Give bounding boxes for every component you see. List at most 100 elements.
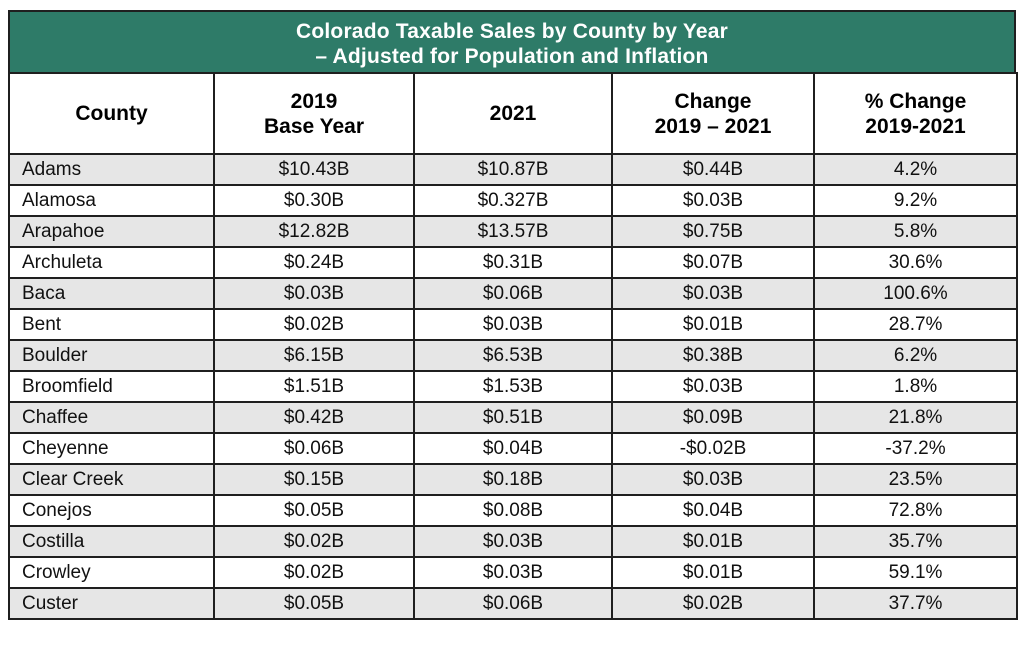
change-cell: $0.07B: [611, 246, 815, 279]
header-change-line-1: Change: [674, 89, 752, 113]
table-row: Alamosa $0.30B $0.327B $0.03B 9.2%: [8, 184, 1018, 217]
county-cell: Broomfield: [8, 370, 215, 403]
value-2021-cell: $10.87B: [413, 153, 613, 186]
header-2019-line-2: Base Year: [263, 114, 365, 138]
percent-change-cell: 1.8%: [813, 370, 1018, 403]
table-row: Baca $0.03B $0.06B $0.03B 100.6%: [8, 277, 1018, 310]
percent-change-cell: 59.1%: [813, 556, 1018, 589]
table-title-line-2: – Adjusted for Population and Inflation: [315, 45, 709, 68]
value-2021-cell: $0.03B: [413, 556, 613, 589]
header-change: Change 2019 – 2021: [611, 72, 815, 155]
table-row: Costilla $0.02B $0.03B $0.01B 35.7%: [8, 525, 1018, 558]
change-cell: $0.09B: [611, 401, 815, 434]
table-row: Adams $10.43B $10.87B $0.44B 4.2%: [8, 153, 1018, 186]
table-row: Crowley $0.02B $0.03B $0.01B 59.1%: [8, 556, 1018, 589]
percent-change-cell: 9.2%: [813, 184, 1018, 217]
base-2019-cell: $0.42B: [213, 401, 415, 434]
base-2019-cell: $1.51B: [213, 370, 415, 403]
county-sales-table-container: Colorado Taxable Sales by County by Year…: [8, 10, 1018, 620]
header-change-line-2: 2019 – 2021: [654, 114, 772, 138]
change-cell: $0.38B: [611, 339, 815, 372]
base-2019-cell: $6.15B: [213, 339, 415, 372]
table-row: Conejos $0.05B $0.08B $0.04B 72.8%: [8, 494, 1018, 527]
base-2019-cell: $0.02B: [213, 308, 415, 341]
percent-change-cell: 28.7%: [813, 308, 1018, 341]
county-cell: Adams: [8, 153, 215, 186]
percent-change-cell: 37.7%: [813, 587, 1018, 620]
table-body: Adams $10.43B $10.87B $0.44B 4.2% Alamosa $0.3…: [8, 153, 1018, 620]
header-2019: 2019 Base Year: [213, 72, 415, 155]
county-cell: Alamosa: [8, 184, 215, 217]
header-2021: 2021: [413, 72, 613, 155]
header-county-line-1: County: [75, 102, 148, 125]
table-row: Custer $0.05B $0.06B $0.02B 37.7%: [8, 587, 1018, 620]
table-title: Colorado Taxable Sales by County by Year…: [8, 10, 1016, 72]
county-cell: Arapahoe: [8, 215, 215, 248]
value-2021-cell: $0.04B: [413, 432, 613, 465]
change-cell: $0.01B: [611, 556, 815, 589]
table-row: Bent $0.02B $0.03B $0.01B 28.7%: [8, 308, 1018, 341]
county-cell: Boulder: [8, 339, 215, 372]
table-row: Boulder $6.15B $6.53B $0.38B 6.2%: [8, 339, 1018, 372]
header-2019-line-1: 2019: [290, 89, 338, 113]
percent-change-cell: -37.2%: [813, 432, 1018, 465]
change-cell: $0.01B: [611, 308, 815, 341]
value-2021-cell: $0.51B: [413, 401, 613, 434]
value-2021-cell: $0.03B: [413, 308, 613, 341]
base-2019-cell: $0.24B: [213, 246, 415, 279]
change-cell: -$0.02B: [611, 432, 815, 465]
change-cell: $0.01B: [611, 525, 815, 558]
table-row: Archuleta $0.24B $0.31B $0.07B 30.6%: [8, 246, 1018, 279]
base-2019-cell: $0.06B: [213, 432, 415, 465]
base-2019-cell: $0.02B: [213, 556, 415, 589]
county-cell: Archuleta: [8, 246, 215, 279]
value-2021-cell: $0.31B: [413, 246, 613, 279]
change-cell: $0.03B: [611, 184, 815, 217]
change-cell: $0.03B: [611, 463, 815, 496]
change-cell: $0.03B: [611, 370, 815, 403]
value-2021-cell: $13.57B: [413, 215, 613, 248]
value-2021-cell: $0.06B: [413, 587, 613, 620]
table-row: Clear Creek $0.15B $0.18B $0.03B 23.5%: [8, 463, 1018, 496]
value-2021-cell: $6.53B: [413, 339, 613, 372]
change-cell: $0.04B: [611, 494, 815, 527]
header-county: County: [8, 72, 215, 155]
table-row: Broomfield $1.51B $1.53B $0.03B 1.8%: [8, 370, 1018, 403]
county-cell: Bent: [8, 308, 215, 341]
county-cell: Baca: [8, 277, 215, 310]
percent-change-cell: 5.8%: [813, 215, 1018, 248]
header-percent-change-line-1: % Change: [864, 89, 967, 113]
table-title-line-1: Colorado Taxable Sales by County by Year: [295, 20, 729, 43]
county-sales-table: County 2019 Base Year 2021 Change 2019 –…: [8, 72, 1018, 620]
change-cell: $0.44B: [611, 153, 815, 186]
value-2021-cell: $0.06B: [413, 277, 613, 310]
base-2019-cell: $0.30B: [213, 184, 415, 217]
header-percent-change: % Change 2019-2021: [813, 72, 1018, 155]
county-cell: Chaffee: [8, 401, 215, 434]
county-cell: Costilla: [8, 525, 215, 558]
header-percent-change-line-2: 2019-2021: [865, 114, 966, 138]
change-cell: $0.03B: [611, 277, 815, 310]
table-row: Chaffee $0.42B $0.51B $0.09B 21.8%: [8, 401, 1018, 434]
base-2019-cell: $10.43B: [213, 153, 415, 186]
percent-change-cell: 30.6%: [813, 246, 1018, 279]
percent-change-cell: 4.2%: [813, 153, 1018, 186]
base-2019-cell: $0.02B: [213, 525, 415, 558]
percent-change-cell: 6.2%: [813, 339, 1018, 372]
percent-change-cell: 35.7%: [813, 525, 1018, 558]
base-2019-cell: $0.05B: [213, 494, 415, 527]
percent-change-cell: 23.5%: [813, 463, 1018, 496]
percent-change-cell: 72.8%: [813, 494, 1018, 527]
county-cell: Crowley: [8, 556, 215, 589]
value-2021-cell: $1.53B: [413, 370, 613, 403]
county-cell: Cheyenne: [8, 432, 215, 465]
base-2019-cell: $0.15B: [213, 463, 415, 496]
value-2021-cell: $0.18B: [413, 463, 613, 496]
header-row: County 2019 Base Year 2021 Change 2019 –…: [8, 72, 1018, 155]
value-2021-cell: $0.08B: [413, 494, 613, 527]
county-cell: Conejos: [8, 494, 215, 527]
change-cell: $0.75B: [611, 215, 815, 248]
header-2021-line-1: 2021: [489, 102, 537, 125]
table-row: Arapahoe $12.82B $13.57B $0.75B 5.8%: [8, 215, 1018, 248]
percent-change-cell: 21.8%: [813, 401, 1018, 434]
